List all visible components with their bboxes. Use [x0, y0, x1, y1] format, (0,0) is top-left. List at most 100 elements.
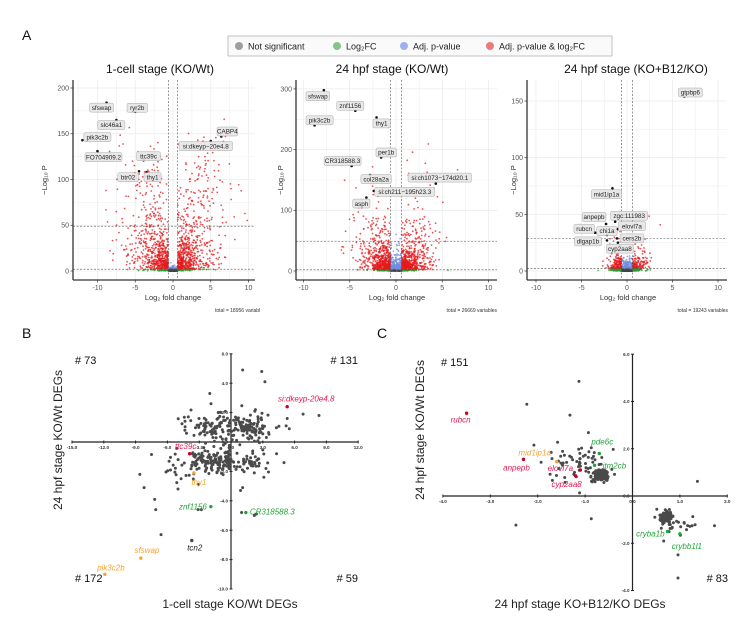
data-point — [638, 264, 641, 267]
data-point — [628, 260, 631, 263]
data-point — [162, 223, 165, 226]
data-point — [423, 266, 426, 269]
data-point — [191, 241, 194, 244]
data-point — [195, 241, 197, 243]
data-point — [195, 166, 198, 169]
data-point — [397, 265, 400, 268]
data-point — [424, 244, 426, 247]
data-point — [121, 221, 124, 224]
data-point — [423, 215, 426, 218]
data-point — [371, 223, 373, 226]
data-point — [391, 260, 394, 263]
gene-label-box — [136, 151, 161, 162]
data-point — [105, 189, 107, 192]
data-point — [157, 240, 160, 243]
data-point — [184, 221, 187, 223]
data-point — [421, 257, 424, 260]
data-point — [409, 222, 412, 225]
data-point — [421, 208, 424, 210]
data-point — [187, 251, 190, 254]
data-point — [203, 264, 206, 267]
data-point — [144, 193, 147, 196]
y-tick-label: 0 — [65, 268, 69, 275]
data-point — [156, 201, 159, 203]
data-point — [149, 183, 152, 186]
data-point — [384, 247, 386, 250]
data-point — [195, 219, 198, 222]
chart-title: 24 hpf stage (KO/Wt) — [336, 62, 449, 76]
data-point — [140, 251, 143, 254]
data-point — [355, 259, 357, 262]
data-point — [431, 231, 434, 234]
data-point — [412, 241, 414, 244]
data-point — [382, 246, 385, 249]
data-point — [356, 268, 359, 271]
data-point — [385, 263, 388, 266]
legend: Not significant Log₂FC Adj. p-value Adj. p-… — [227, 35, 613, 57]
data-point — [456, 169, 459, 171]
data-point — [363, 241, 365, 244]
data-point — [154, 209, 157, 211]
data-point — [156, 256, 159, 258]
y-tick-label: 200 — [57, 85, 69, 92]
data-point — [181, 235, 184, 238]
legend-label: Adj. p-value — [413, 41, 461, 51]
data-point — [143, 233, 146, 236]
data-point — [146, 266, 148, 268]
data-point — [429, 184, 432, 187]
data-point — [196, 255, 199, 258]
data-point — [192, 191, 195, 194]
data-point — [196, 239, 199, 241]
data-point — [177, 267, 180, 269]
data-point — [181, 215, 184, 218]
data-point — [216, 191, 219, 194]
data-point — [136, 189, 138, 192]
data-point — [422, 226, 425, 228]
data-point — [208, 249, 211, 252]
data-point — [210, 253, 213, 256]
data-point — [422, 228, 425, 230]
data-point — [374, 246, 376, 249]
data-point — [141, 261, 144, 264]
data-point — [187, 215, 189, 218]
data-point — [377, 234, 380, 237]
data-point — [181, 264, 184, 267]
data-point — [128, 267, 131, 269]
data-point — [154, 214, 157, 217]
labeled-point — [322, 88, 326, 92]
data-point — [640, 244, 643, 246]
data-point — [142, 200, 145, 203]
legend-marker — [333, 42, 341, 50]
x-tick-label: 0 — [171, 285, 175, 292]
data-point — [221, 181, 224, 183]
data-point — [139, 237, 142, 240]
data-point — [410, 263, 413, 266]
data-point — [187, 260, 190, 263]
data-point — [161, 266, 164, 268]
data-point — [205, 268, 208, 271]
data-point — [154, 207, 157, 210]
data-point — [158, 260, 161, 262]
data-point — [404, 266, 407, 269]
data-point — [384, 221, 386, 224]
data-point — [353, 219, 355, 222]
data-point — [397, 253, 400, 256]
data-point — [151, 259, 154, 262]
data-point — [156, 269, 159, 272]
data-point — [180, 238, 183, 241]
y-tick-label: 150 — [57, 131, 69, 138]
data-point — [141, 224, 144, 227]
data-point — [178, 259, 181, 262]
data-point — [206, 180, 209, 182]
data-point — [159, 237, 162, 239]
data-point — [221, 216, 224, 219]
data-point — [170, 262, 172, 264]
data-point — [186, 240, 189, 243]
data-point — [150, 238, 153, 241]
data-point — [158, 212, 161, 215]
data-point — [415, 232, 418, 235]
data-point — [157, 160, 159, 163]
data-point — [150, 208, 152, 210]
